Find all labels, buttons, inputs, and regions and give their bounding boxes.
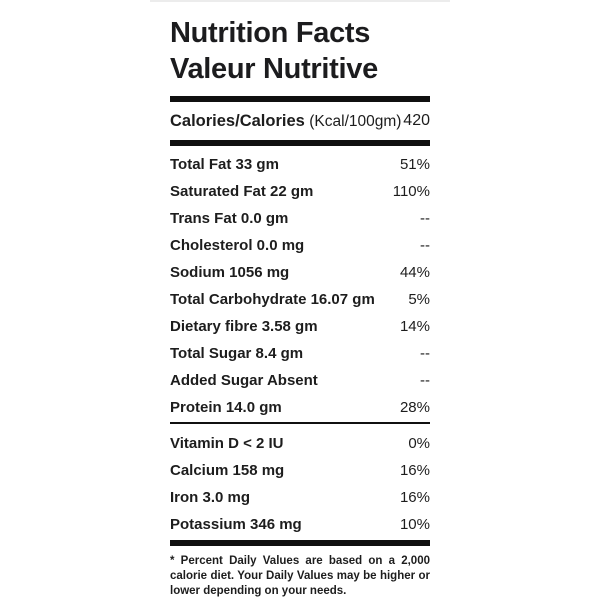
divider-thick-mid: [170, 140, 430, 146]
micronutrient-row: Iron 3.0 mg 16%: [170, 484, 430, 511]
label-title-fr: Valeur Nutritive: [170, 53, 378, 85]
nutrient-label: Protein 14.0 gm: [170, 399, 282, 416]
nutrient-label: Saturated Fat 22 gm: [170, 183, 314, 200]
micronutrient-row: Potassium 346 mg 10%: [170, 511, 430, 538]
nutrient-label: Total Carbohydrate 16.07 gm: [170, 291, 375, 308]
micronutrient-label: Calcium 158 mg: [170, 462, 285, 479]
nutrient-label: Dietary fibre 3.58 gm: [170, 318, 318, 335]
nutrient-row: Protein 14.0 gm 28%: [170, 394, 430, 421]
micronutrient-rows: Vitamin D < 2 IU 0% Calcium 158 mg 16% I…: [170, 425, 430, 538]
micronutrient-row: Calcium 158 mg 16%: [170, 457, 430, 484]
nutrient-daily-value: --: [420, 345, 430, 362]
nutrient-label: Total Sugar 8.4 gm: [170, 345, 304, 362]
nutrition-label: Nutrition Facts Valeur Nutritive Calorie…: [150, 0, 450, 600]
micronutrient-label: Iron 3.0 mg: [170, 489, 251, 506]
micronutrient-daily-value: 10%: [399, 516, 430, 533]
micronutrient-daily-value: 16%: [399, 489, 430, 506]
label-title: Nutrition Facts Valeur Nutritive: [170, 15, 430, 87]
nutrient-row: Total Fat 33 gm 51%: [170, 151, 430, 178]
divider-thick-bottom: [170, 540, 430, 546]
nutrient-row: Added Sugar Absent --: [170, 367, 430, 394]
nutrient-daily-value: --: [420, 372, 430, 389]
micronutrient-daily-value: 16%: [399, 462, 430, 479]
nutrient-row: Dietary fibre 3.58 gm 14%: [170, 313, 430, 340]
nutrient-label: Added Sugar Absent: [170, 372, 318, 389]
nutrient-row: Saturated Fat 22 gm 110%: [170, 178, 430, 205]
divider-thin: [170, 422, 430, 424]
nutrient-row: Trans Fat 0.0 gm --: [170, 205, 430, 232]
label-title-en: Nutrition Facts: [170, 17, 371, 49]
nutrient-daily-value: --: [420, 237, 430, 254]
nutrient-row: Total Sugar 8.4 gm --: [170, 340, 430, 367]
calories-unit: (Kcal/100gm): [309, 112, 402, 130]
nutrient-label: Trans Fat 0.0 gm: [170, 210, 289, 227]
nutrient-daily-value: 110%: [392, 183, 430, 200]
divider-thick-top: [170, 96, 430, 102]
micronutrient-row: Vitamin D < 2 IU 0%: [170, 430, 430, 457]
micronutrient-daily-value: 0%: [408, 435, 430, 452]
calories-label: Calories/Calories: [170, 111, 305, 130]
nutrient-row: Cholesterol 0.0 mg --: [170, 232, 430, 259]
daily-value-footnote: * Percent Daily Values are based on a 2,…: [170, 555, 430, 598]
calories-label-group: Calories/Calories (Kcal/100gm): [170, 112, 401, 131]
calories-value: 420: [403, 112, 430, 129]
nutrient-daily-value: 5%: [408, 291, 430, 308]
nutrient-daily-value: 28%: [399, 399, 430, 416]
micronutrient-label: Vitamin D < 2 IU: [170, 435, 284, 452]
nutrient-label: Sodium 1056 mg: [170, 264, 290, 281]
nutrient-label: Cholesterol 0.0 mg: [170, 237, 305, 254]
nutrient-daily-value: --: [420, 210, 430, 227]
nutrient-row: Total Carbohydrate 16.07 gm 5%: [170, 286, 430, 313]
nutrient-daily-value: 44%: [399, 264, 430, 281]
micronutrient-label: Potassium 346 mg: [170, 516, 302, 533]
nutrient-rows: Total Fat 33 gm 51% Saturated Fat 22 gm …: [170, 146, 430, 421]
nutrient-row: Sodium 1056 mg 44%: [170, 259, 430, 286]
calories-row: Calories/Calories (Kcal/100gm) 420: [170, 102, 430, 140]
nutrient-label: Total Fat 33 gm: [170, 156, 279, 173]
nutrient-daily-value: 51%: [399, 156, 430, 173]
nutrient-daily-value: 14%: [399, 318, 430, 335]
